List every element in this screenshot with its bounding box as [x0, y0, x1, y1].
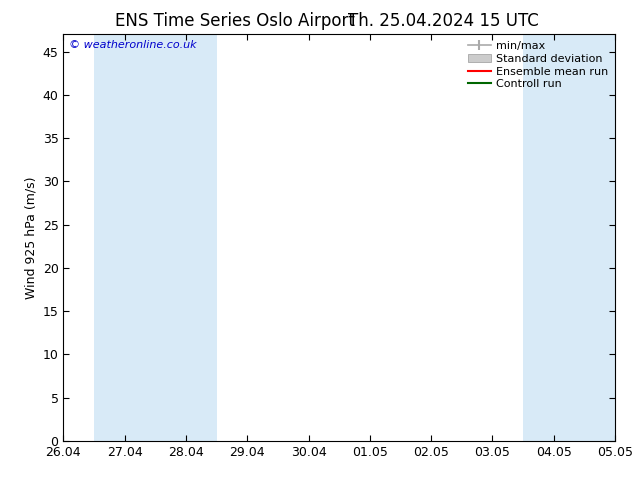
Text: © weatheronline.co.uk: © weatheronline.co.uk: [69, 40, 197, 50]
Bar: [523, 34, 585, 441]
Legend: min/max, Standard deviation, Ensemble mean run, Controll run: min/max, Standard deviation, Ensemble me…: [464, 37, 612, 94]
Text: ENS Time Series Oslo Airport: ENS Time Series Oslo Airport: [115, 12, 354, 30]
Bar: [94, 34, 155, 441]
Bar: [585, 34, 634, 441]
Y-axis label: Wind 925 hPa (m/s): Wind 925 hPa (m/s): [24, 176, 37, 299]
Bar: [155, 34, 217, 441]
Text: Th. 25.04.2024 15 UTC: Th. 25.04.2024 15 UTC: [349, 12, 539, 30]
